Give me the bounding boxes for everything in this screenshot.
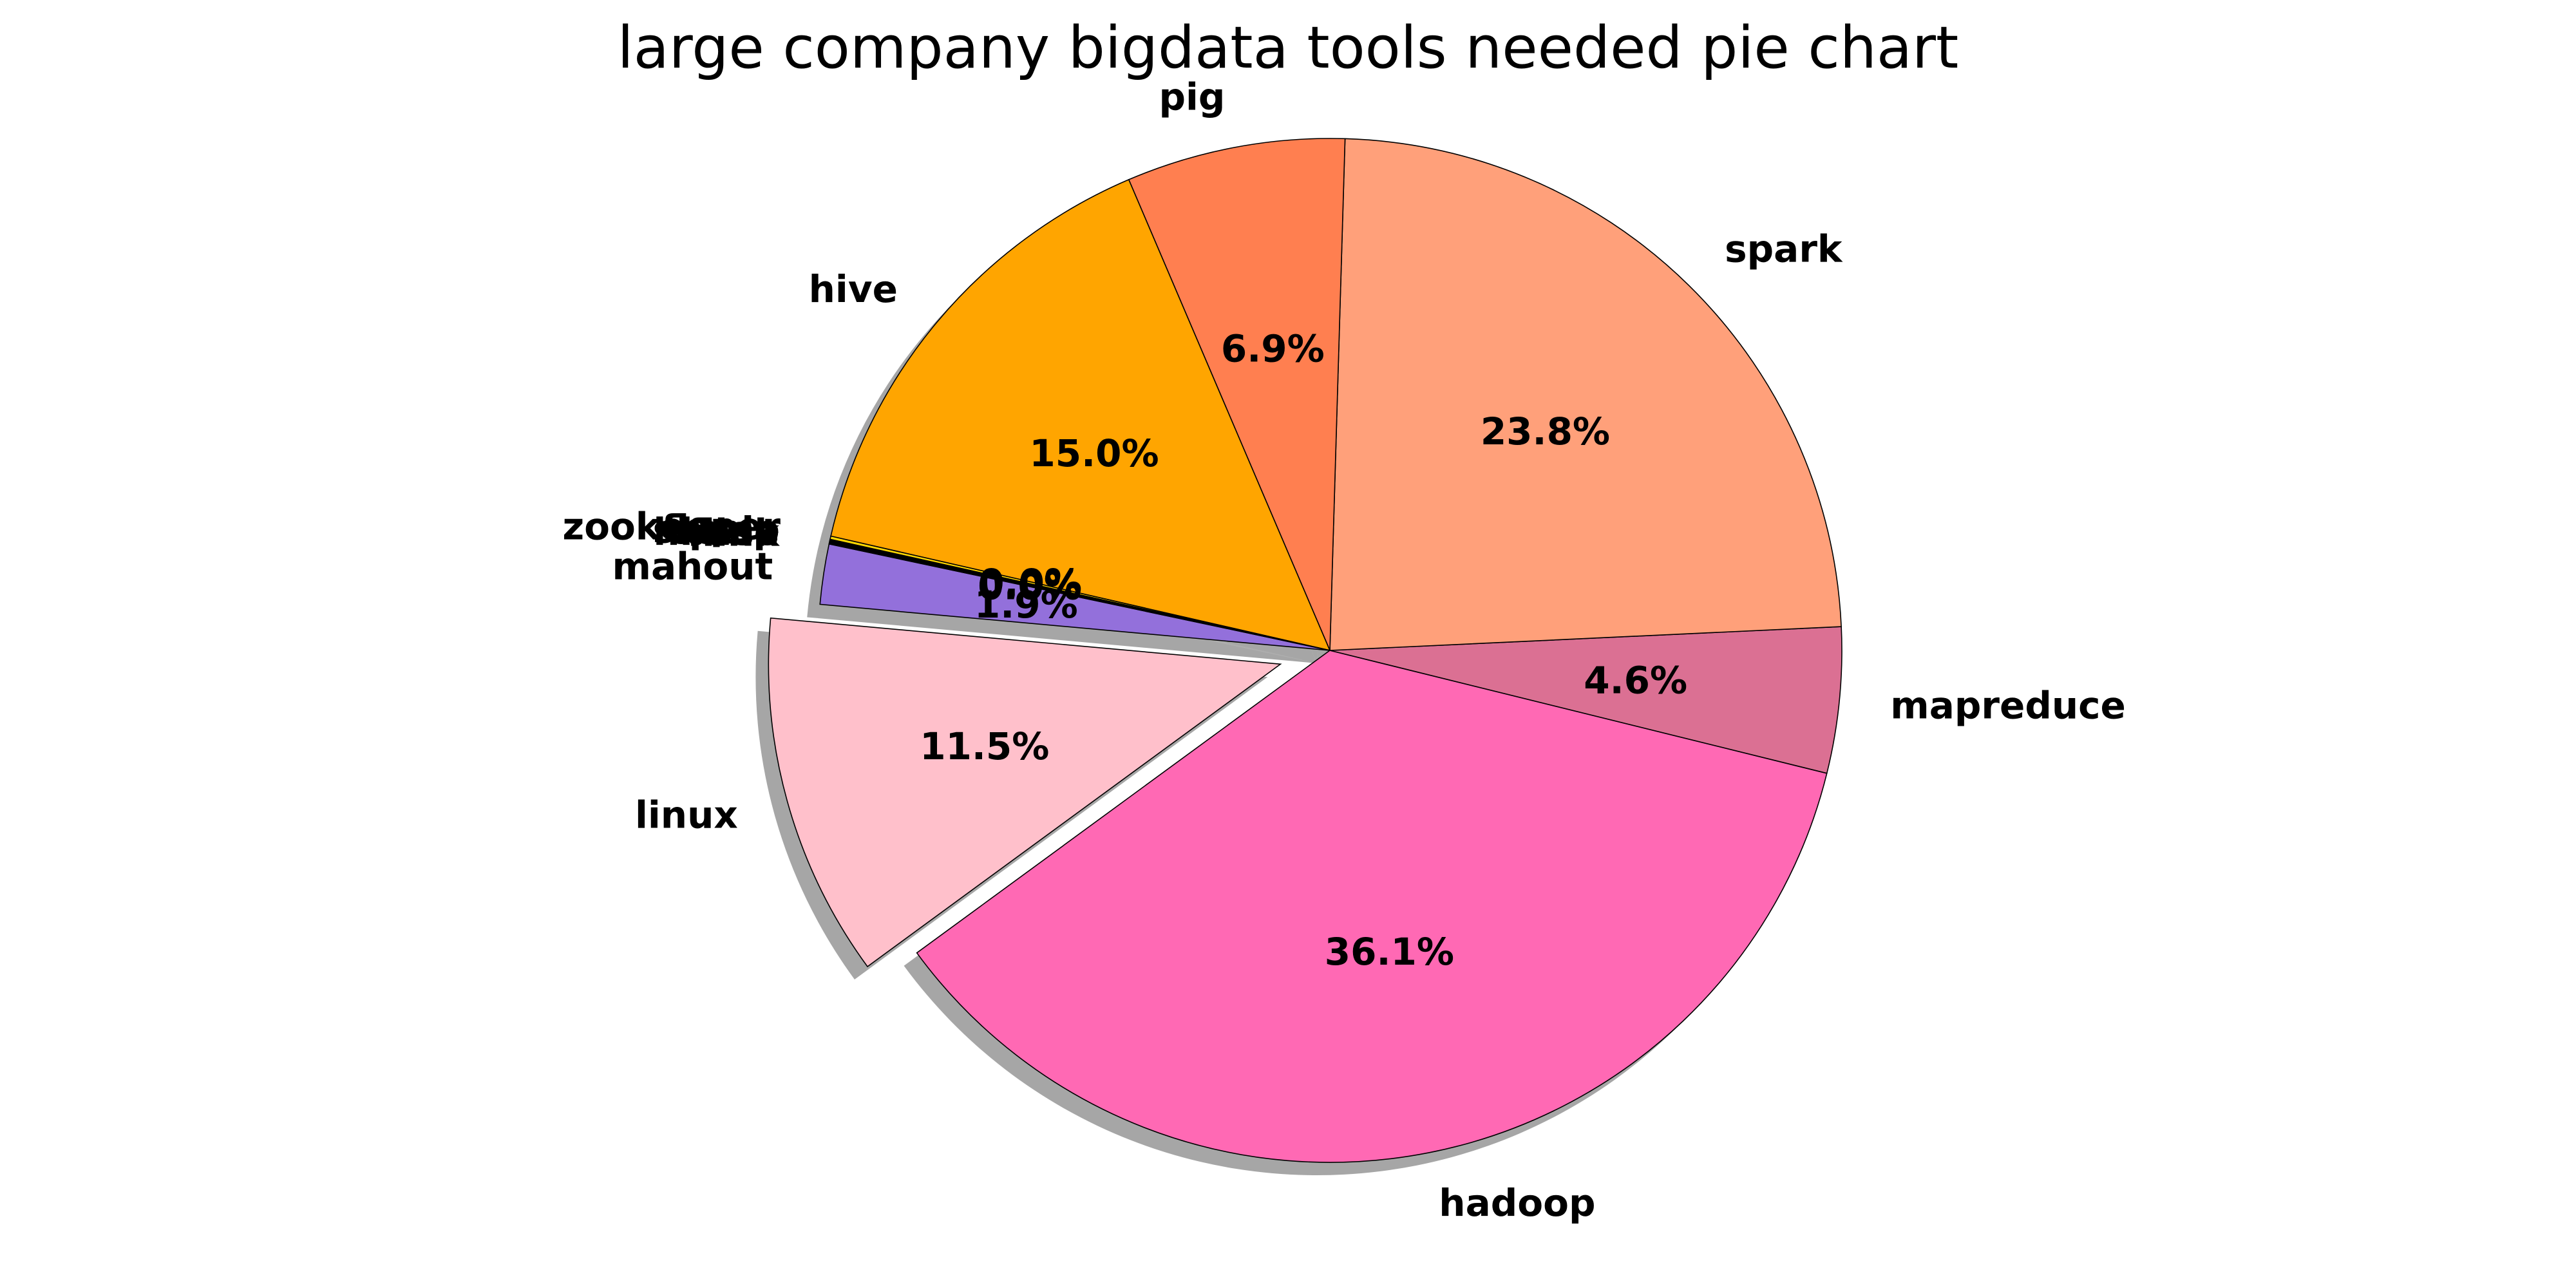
pct-label-hbase: 0.0% bbox=[978, 564, 1081, 608]
pie-slice-hadoop bbox=[916, 650, 1828, 1163]
slice-label-sqoop: sqoop bbox=[653, 508, 780, 552]
pct-label-flume: 0.0% bbox=[978, 562, 1082, 606]
pct-label-hadoop: 36.1% bbox=[1325, 930, 1454, 974]
pct-label-spark: 23.8% bbox=[1481, 410, 1610, 453]
slice-label-hive: hive bbox=[809, 267, 898, 311]
pie-slice-hive bbox=[830, 178, 1331, 652]
pct-label-sqoop: 0.0% bbox=[978, 563, 1082, 607]
pct-label-linux: 11.5% bbox=[920, 724, 1049, 768]
pie-slice-linux bbox=[768, 617, 1282, 968]
slice-label-linux: linux bbox=[635, 793, 738, 837]
slice-label-flume: flume bbox=[661, 507, 780, 551]
pie-slice-mapreduce bbox=[1329, 626, 1842, 774]
slice-label-pig: pig bbox=[1159, 75, 1226, 119]
slice-labels: mahout linux hadoop mapreduce spark pig hive zo… bbox=[562, 75, 2126, 1225]
slice-label-flink: flink bbox=[687, 511, 780, 554]
pie-slices bbox=[768, 138, 1842, 1163]
pie-slice-flink bbox=[828, 542, 1331, 651]
pct-label-zookeeper: 0.0% bbox=[978, 561, 1082, 605]
pct-label-pig: 6.9% bbox=[1221, 326, 1325, 370]
slice-label-oozie: oozie bbox=[668, 509, 780, 553]
pie-slice-pig bbox=[1128, 138, 1346, 651]
slice-label-zookeeper: zookeeper bbox=[562, 504, 781, 548]
slice-label-spark: spark bbox=[1725, 227, 1843, 270]
pct-label-hive: 15.0% bbox=[1029, 431, 1159, 475]
pct-label-oozie: 0.0% bbox=[978, 563, 1081, 607]
pct-label-mahout: 1.9% bbox=[974, 583, 1078, 627]
slice-label-mapreduce: mapreduce bbox=[1890, 684, 2126, 728]
percent-labels: 1.9%11.5%36.1%4.6%23.8%6.9%15.0%0.0%0.0%… bbox=[920, 326, 1687, 974]
slice-label-hbase: hbase bbox=[653, 510, 779, 554]
chart-title: large company bigdata tools needed pie c… bbox=[618, 14, 1959, 82]
pct-label-mapreduce: 4.6% bbox=[1584, 659, 1687, 703]
slice-label-mahout: mahout bbox=[612, 545, 773, 589]
pct-label-flink: 0.0% bbox=[978, 564, 1081, 608]
pie-slice-spark bbox=[1329, 138, 1842, 651]
slice-label-hadoop: hadoop bbox=[1439, 1181, 1595, 1225]
